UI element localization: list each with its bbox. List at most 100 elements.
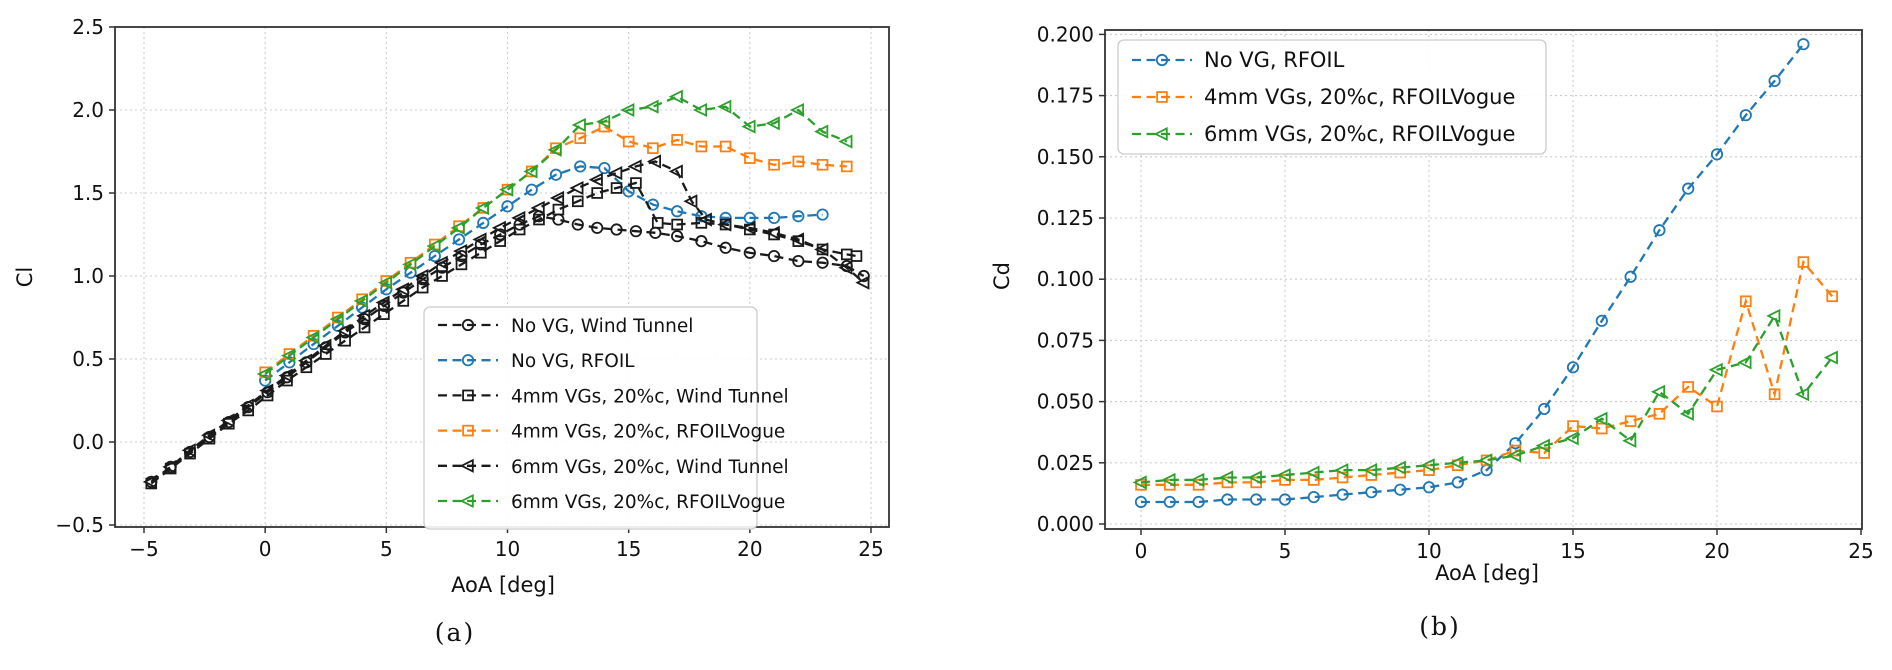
- circle-marker: [1509, 437, 1522, 450]
- circle-marker: [622, 185, 635, 198]
- circle-marker: [1422, 481, 1436, 494]
- triangle-left-marker: [1218, 470, 1234, 485]
- circle-marker: [501, 200, 514, 213]
- triangle-left-marker: [375, 295, 390, 310]
- ticks: 0 5 10 15 20 25 0.000 0.025 0.050 0.075 0.100 0.125…: [1037, 22, 1874, 563]
- circle-marker: [671, 205, 684, 218]
- square-marker: [397, 295, 410, 307]
- circle-marker: [816, 256, 829, 269]
- triangle-left-marker: [394, 282, 409, 297]
- caption-a: (a): [434, 618, 476, 647]
- legend-label: 6mm VGs, 20%c, Wind Tunnel: [511, 457, 789, 478]
- y-axis-label: Cl: [13, 267, 37, 288]
- x-tick-label: 20: [1704, 539, 1729, 563]
- triangle-left-marker: [459, 493, 474, 509]
- y-tick-label: 0.0: [72, 430, 104, 454]
- y-tick-label: 0.5: [72, 347, 104, 371]
- circle-marker: [743, 211, 756, 224]
- y-tick-label: 0.100: [1037, 267, 1094, 291]
- circle-marker: [792, 210, 805, 223]
- circle-marker: [1134, 495, 1148, 509]
- square-marker: [358, 321, 371, 334]
- circle-marker: [1250, 493, 1263, 506]
- triangle-left-marker: [414, 268, 429, 284]
- legend-item: No VG, RFOIL: [1132, 48, 1345, 72]
- legend-box: [423, 306, 758, 530]
- triangle-left-marker: [453, 244, 468, 259]
- triangle-left-marker: [1161, 472, 1176, 487]
- triangle-left-marker: [646, 154, 662, 169]
- triangle-left-marker: [1737, 355, 1752, 370]
- square-marker: [651, 217, 664, 229]
- x-tick-label: 10: [1416, 539, 1441, 563]
- circle-marker: [452, 233, 466, 246]
- square-marker: [533, 213, 545, 226]
- square-marker: [816, 158, 829, 171]
- triangle-left-marker: [1794, 387, 1810, 402]
- triangle-left-marker: [530, 200, 545, 215]
- triangle-left-marker: [569, 180, 584, 196]
- triangle-left-marker: [814, 124, 829, 139]
- circle-marker: [816, 208, 829, 221]
- triangle-left-marker: [1564, 431, 1579, 446]
- square-marker: [378, 308, 390, 320]
- y-tick-label: 2.5: [72, 15, 104, 39]
- triangle-left-marker: [814, 242, 829, 257]
- series-6mm-vgs-20-c-wind-tunnel: [142, 154, 870, 489]
- legend: No VG, RFOIL 4mm VGs, 20%c, RFOILVogue 6mm…: [1117, 39, 1547, 155]
- square-marker: [1596, 422, 1608, 435]
- circle-marker: [610, 223, 623, 236]
- triangle-left-marker: [402, 257, 417, 272]
- circle-marker: [525, 183, 538, 196]
- triangle-left-marker: [511, 210, 526, 225]
- series-no-vg-rfoil: [1134, 38, 1810, 509]
- square-marker: [1711, 400, 1723, 413]
- square-marker: [671, 134, 683, 146]
- square-marker: [1567, 420, 1579, 432]
- y-tick-label: −0.5: [55, 513, 104, 537]
- circle-marker: [1624, 270, 1637, 283]
- circle-marker: [428, 249, 441, 263]
- square-marker: [1682, 381, 1695, 393]
- circle-marker: [1365, 486, 1378, 499]
- grid: [1105, 30, 1862, 529]
- circle-marker: [549, 168, 563, 181]
- triangle-left-marker: [256, 366, 271, 381]
- square-marker: [571, 195, 584, 208]
- circle-marker: [767, 211, 781, 224]
- legend-label: 4mm VGs, 20%c, RFOILVogue: [1204, 85, 1515, 109]
- triangle-left-marker: [220, 413, 235, 428]
- square-marker: [719, 140, 732, 153]
- x-tick-label: 5: [1279, 539, 1292, 563]
- triangle-left-marker: [838, 134, 853, 149]
- square-marker: [1653, 408, 1666, 420]
- triangle-left-marker: [717, 99, 732, 114]
- circle-marker: [1451, 476, 1464, 489]
- x-tick-label: 25: [1848, 539, 1873, 563]
- triangle-left-marker: [305, 330, 320, 345]
- square-marker: [792, 155, 805, 168]
- triangle-left-marker: [472, 232, 487, 247]
- triangle-left-marker: [717, 217, 732, 232]
- square-marker: [671, 218, 683, 231]
- legend-item: 4mm VGs, 20%c, Wind Tunnel: [438, 386, 789, 407]
- triangle-left-marker: [201, 428, 216, 443]
- triangle-left-marker: [1449, 455, 1464, 470]
- series-line: [1141, 259, 1834, 486]
- circle-marker: [719, 241, 732, 254]
- circle-marker: [1155, 53, 1169, 67]
- legend-item: 4mm VGs, 20%c, RFOILVogue: [1132, 85, 1515, 109]
- triangle-left-marker: [459, 458, 474, 473]
- series-no-vg-rfoil: [259, 160, 829, 387]
- circle-marker: [629, 225, 643, 238]
- square-marker: [622, 135, 635, 148]
- triangle-left-marker: [426, 239, 441, 254]
- x-tick-label: 25: [858, 537, 883, 561]
- series-6mm-vgs-20-c-rfoilvogue: [1132, 308, 1838, 490]
- circle-marker: [571, 218, 584, 231]
- circle-marker: [1710, 148, 1724, 161]
- y-tick-label: 0.075: [1037, 328, 1094, 352]
- triangle-left-marker: [765, 116, 780, 131]
- triangle-left-marker: [499, 182, 514, 197]
